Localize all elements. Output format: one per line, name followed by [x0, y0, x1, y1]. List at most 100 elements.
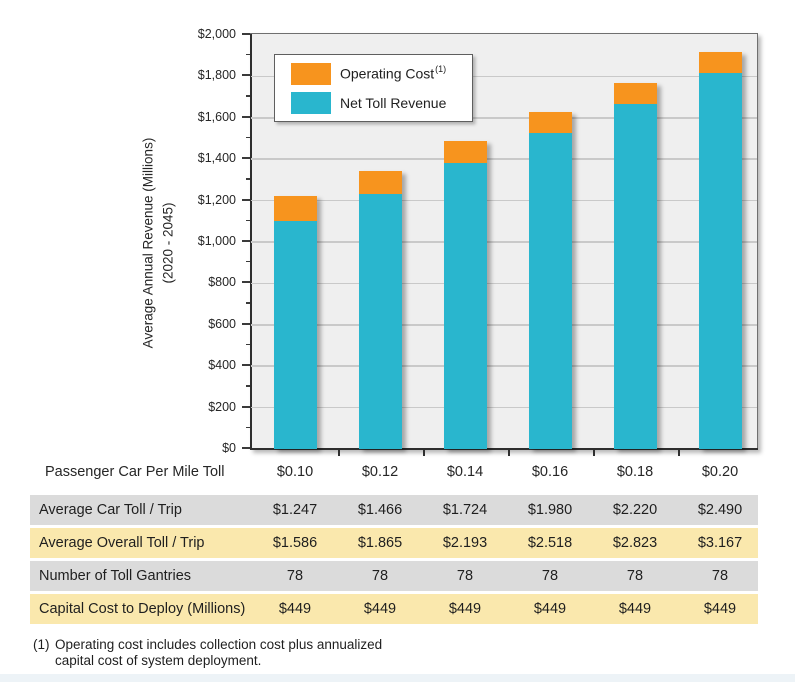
y-major-tick — [242, 33, 250, 35]
bar-$0.12 — [358, 170, 402, 449]
net-toll-revenue-segment — [273, 221, 317, 449]
table-cell: $449 — [448, 601, 482, 617]
gridline — [251, 406, 757, 409]
table-cell: $449 — [618, 601, 652, 617]
gridline — [251, 324, 757, 326]
table-cell: $1.466 — [357, 502, 403, 518]
x-axis-line — [250, 447, 758, 450]
table-cell: $449 — [533, 601, 567, 617]
table-cell: $1.980 — [527, 502, 573, 518]
footnote-marker: (1) — [33, 637, 50, 652]
net-toll-revenue-segment — [528, 133, 572, 449]
legend-item-operating-cost: Operating Cost(1) — [291, 62, 472, 85]
row-label: Capital Cost to Deploy (Millions) — [39, 601, 246, 617]
table-row-capital-cost: Capital Cost to Deploy (Millions) $449 $… — [30, 594, 758, 624]
legend-label-text: Operating Cost — [340, 65, 435, 82]
x-boundary-tick — [592, 449, 595, 456]
table-cell: 78 — [541, 568, 559, 584]
bottom-strip — [0, 674, 795, 682]
x-tick-label: $0.18 — [616, 464, 654, 480]
y-minor-tick — [246, 260, 250, 263]
y-major-tick — [242, 322, 250, 325]
y-major-tick — [242, 364, 250, 367]
y-minor-tick — [246, 136, 250, 139]
row-label: Average Car Toll / Trip — [39, 502, 182, 518]
bar-$0.14 — [443, 140, 487, 449]
table-cell: $2.193 — [442, 535, 488, 551]
table-cell: $1.724 — [442, 502, 488, 518]
bar-$0.20 — [698, 51, 742, 449]
x-boundary-tick — [507, 449, 510, 456]
plot-area — [250, 33, 758, 456]
legend-label: Operating Cost(1) — [340, 64, 447, 82]
table-row-average-car-toll: Average Car Toll / Trip $1.247 $1.466 $1… — [30, 495, 758, 525]
net-toll-revenue-segment — [358, 194, 402, 449]
y-minor-tick — [246, 178, 250, 180]
y-major-tick — [242, 198, 250, 201]
footnote-text: Operating cost includes collection cost … — [55, 637, 383, 669]
y-tick-label: $400 — [208, 358, 236, 373]
table-cell: $449 — [278, 601, 312, 617]
y-tick-label: $1,000 — [197, 234, 236, 248]
table-cell: $449 — [703, 601, 737, 617]
x-boundary-tick — [422, 449, 425, 456]
row-label: Average Overall Toll / Trip — [39, 535, 205, 551]
y-minor-tick — [246, 302, 250, 304]
legend-item-net-toll-revenue: Net Toll Revenue — [291, 91, 472, 114]
net-toll-revenue-segment — [613, 104, 657, 449]
y-major-tick — [242, 281, 250, 284]
net-toll-revenue-segment — [443, 163, 487, 449]
table-cell: 78 — [626, 568, 644, 584]
gridline — [251, 199, 757, 202]
y-tick-label: $200 — [208, 399, 236, 414]
y-major-tick — [242, 157, 250, 160]
gridline — [251, 75, 757, 78]
y-tick-label: $1,400 — [197, 151, 236, 166]
y-major-tick — [242, 405, 250, 408]
gridline — [251, 117, 757, 119]
x-tick-label: $0.10 — [276, 464, 314, 480]
y-axis: $0 $200 $400 $600 $800 $1,000 $1,200 $1,400 $1,6… — [0, 27, 250, 455]
footnote: (1) Operating cost includes collection c… — [33, 637, 407, 670]
y-minor-tick — [246, 53, 250, 56]
bar-$0.10 — [273, 196, 317, 449]
table-cell: $1.247 — [272, 502, 318, 518]
table-cell: 78 — [286, 568, 304, 584]
legend: Operating Cost(1) Net Toll Revenue — [274, 54, 473, 122]
table-cell: $1.586 — [272, 535, 318, 551]
table-cell: $2.220 — [612, 502, 658, 518]
legend-label-text: Net Toll Revenue — [340, 94, 447, 111]
table-cell: 78 — [711, 568, 729, 584]
x-axis-caption: Passenger Car Per Mile Toll — [45, 464, 225, 480]
table-cell: $3.167 — [697, 535, 743, 551]
table-cell: $449 — [363, 601, 397, 617]
y-tick-label: $0 — [222, 441, 236, 455]
table-cell: $2.823 — [612, 535, 658, 551]
y-tick-label: $600 — [208, 316, 236, 331]
bar-$0.18 — [613, 82, 657, 449]
net-toll-revenue-swatch — [291, 91, 331, 114]
operating-cost-swatch — [291, 62, 331, 85]
operating-cost-segment — [443, 140, 487, 164]
table-cell: 78 — [456, 568, 474, 584]
legend-label: Net Toll Revenue — [340, 95, 446, 111]
gridline — [251, 365, 757, 367]
y-tick-label: $800 — [208, 275, 236, 290]
x-tick-label: $0.12 — [361, 464, 399, 480]
legend-footnote-superscript: (1) — [435, 64, 447, 75]
y-major-tick — [242, 74, 250, 77]
gridline — [251, 282, 757, 285]
y-tick-label: $1,200 — [197, 192, 236, 207]
gridline — [251, 241, 757, 243]
y-minor-tick — [246, 426, 250, 429]
operating-cost-segment — [698, 51, 742, 74]
table-row-average-overall-toll: Average Overall Toll / Trip $1.586 $1.86… — [30, 528, 758, 558]
y-minor-tick — [246, 95, 250, 97]
operating-cost-segment — [613, 82, 657, 105]
table-cell: $2.518 — [527, 535, 573, 551]
y-minor-tick — [246, 343, 250, 346]
x-boundary-tick — [677, 449, 680, 456]
operating-cost-segment — [273, 196, 317, 222]
y-minor-tick — [246, 219, 250, 222]
